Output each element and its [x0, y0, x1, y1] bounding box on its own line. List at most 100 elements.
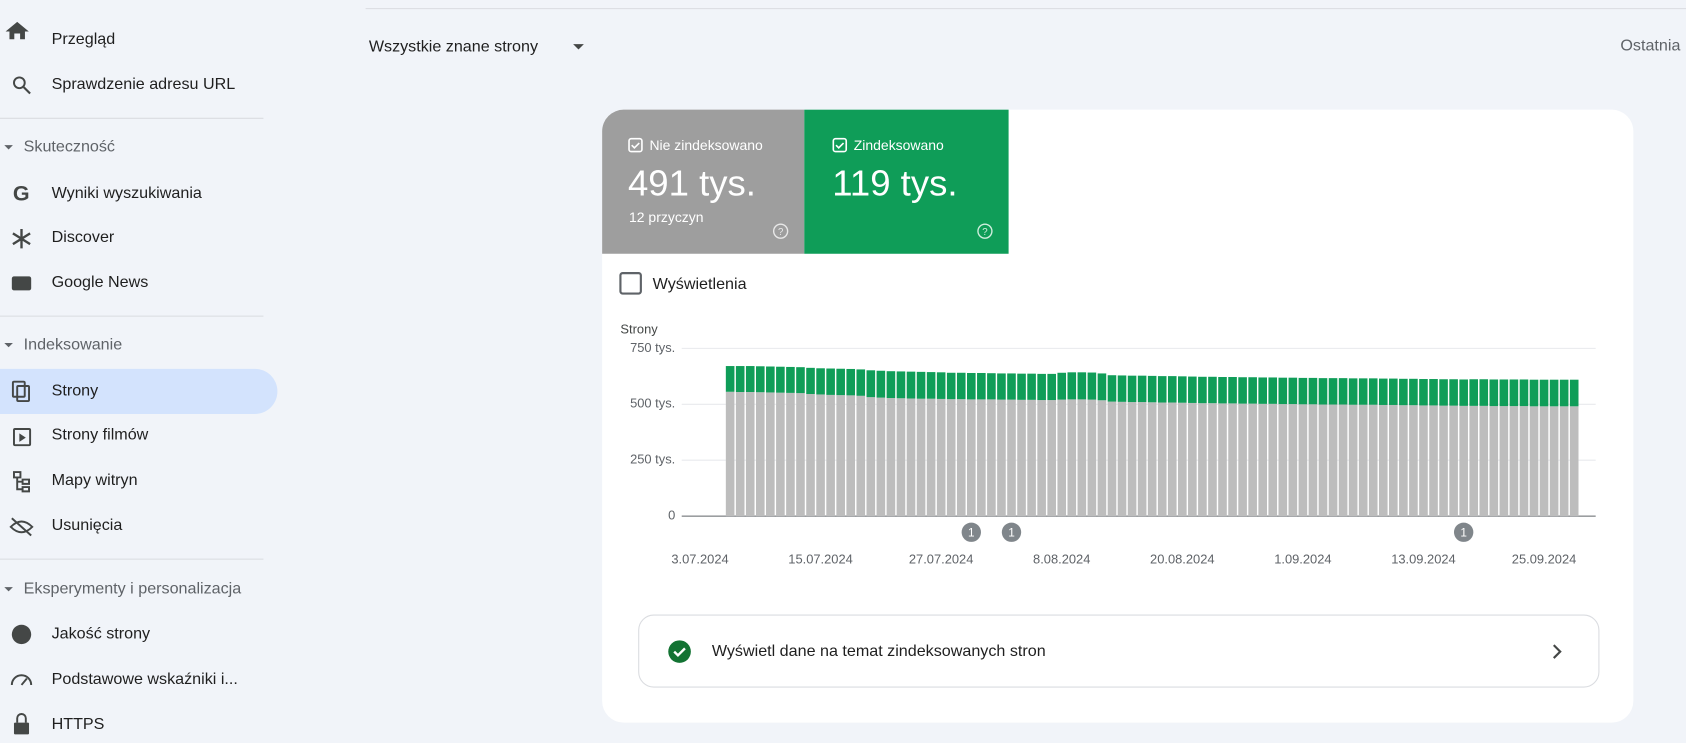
section-title[interactable]: Skuteczność [24, 138, 115, 156]
filter-dropdown[interactable]: Wszystkie znane strony [369, 38, 539, 56]
nav-item[interactable]: HTTPS [52, 715, 105, 733]
bar-segment [1469, 405, 1479, 517]
bar-segment [1037, 400, 1046, 517]
card-indexed[interactable] [804, 109, 1009, 254]
chevron[interactable] [1552, 644, 1562, 659]
impressions-label[interactable]: Wyświetlenia [653, 275, 747, 293]
card-sub: 12 przyczyn [629, 209, 704, 225]
bar-segment [926, 372, 936, 399]
check-icon [668, 640, 691, 663]
x-tick-label: 20.08.2024 [1150, 552, 1215, 567]
collapse-arrow[interactable] [4, 145, 13, 150]
y-tick-label: 500 tys. [630, 396, 675, 411]
bar-segment [866, 370, 876, 398]
y-tick-label: 750 tys. [630, 340, 675, 355]
icon-video [19, 433, 26, 442]
bar-segment [1278, 377, 1288, 405]
bar-segment [1489, 379, 1499, 407]
bar-segment [1218, 377, 1227, 404]
help-icon[interactable] [772, 223, 789, 239]
link-text[interactable]: Wyświetl dane na temat zindeksowanych st… [712, 642, 1046, 660]
bar-segment [1228, 403, 1237, 517]
card-checkbox [835, 142, 845, 149]
nav-item[interactable]: Podstawowe wskaźniki i... [52, 670, 238, 688]
bar-segment [946, 372, 956, 400]
bar-segment [1559, 379, 1569, 407]
bar-segment [1549, 406, 1559, 517]
nav-item[interactable]: Przegląd [52, 30, 116, 48]
bar-segment [1429, 405, 1438, 517]
bar-segment [816, 368, 825, 395]
bar-segment [1027, 399, 1036, 517]
annotation-marker[interactable] [1453, 522, 1474, 542]
bar-segment [1328, 404, 1338, 517]
bar-segment [1479, 405, 1489, 517]
annotation-label: 1 [1460, 525, 1467, 539]
annotation-marker[interactable] [961, 522, 981, 542]
x-tick-label: 25.09.2024 [1512, 552, 1577, 567]
bar-segment [1017, 373, 1026, 400]
card-not-indexed[interactable] [602, 109, 805, 254]
bar-segment [926, 398, 936, 517]
bar-segment [1147, 375, 1157, 403]
bar-segment [876, 397, 886, 517]
impressions-checkbox[interactable] [619, 272, 642, 295]
bar-segment [956, 372, 966, 400]
bar-segment [1499, 406, 1509, 517]
nav-item[interactable]: Discover [52, 228, 115, 246]
dropdown-arrow[interactable] [573, 44, 584, 50]
bar-segment [916, 371, 926, 399]
annotation-label: 1 [968, 525, 975, 539]
bar-segment [1057, 399, 1067, 517]
bar-segment [1097, 400, 1107, 517]
nav-item[interactable]: Wyniki wyszukiwania [52, 184, 202, 202]
nav-item[interactable]: Jakość strony [52, 625, 151, 643]
bar-segment [836, 368, 845, 396]
bar-segment [1248, 403, 1257, 517]
bar-segment [1328, 378, 1338, 405]
bar-segment [1167, 402, 1177, 517]
nav-item[interactable]: Strony filmów [52, 426, 149, 444]
bar-segment [1348, 378, 1358, 405]
collapse-arrow[interactable] [4, 587, 13, 592]
details-link[interactable] [638, 614, 1600, 688]
active-highlight [0, 368, 278, 414]
card-checkbox[interactable] [832, 137, 848, 153]
bar-segment [796, 393, 805, 517]
nav-item[interactable]: Sprawdzenie adresu URL [52, 75, 236, 93]
nav-item[interactable]: Google News [52, 273, 149, 291]
card-label: Nie zindeksowano [649, 137, 763, 153]
bar-segment [1389, 378, 1398, 405]
annotation-marker[interactable] [1001, 522, 1022, 542]
bar-segment [1268, 377, 1278, 404]
icon-removals [9, 517, 34, 537]
nav-item[interactable]: Strony [52, 382, 100, 400]
help-icon[interactable] [977, 223, 993, 239]
bar-segment [1358, 404, 1368, 517]
card-checkbox[interactable] [628, 137, 643, 153]
icon-quality [11, 624, 32, 645]
bar-segment [856, 369, 866, 396]
bar-segment [1298, 404, 1308, 517]
bar-segment [1198, 376, 1207, 404]
bar-segment [1137, 402, 1147, 517]
bar-segment [1087, 399, 1097, 517]
bar-segment [1007, 373, 1016, 400]
date-range[interactable]: Ostatnia [1620, 37, 1680, 55]
icon-lock [13, 722, 30, 735]
bar-segment [1459, 379, 1468, 406]
section-title[interactable]: Eksperymenty i personalizacja [24, 580, 242, 598]
bar-segment [1087, 372, 1097, 400]
bar-segment [846, 368, 856, 396]
bar-segment [997, 399, 1006, 517]
section-title[interactable]: Indeksowanie [24, 335, 123, 353]
x-tick-label: 3.07.2024 [671, 552, 728, 567]
bar-segment [956, 399, 966, 517]
bar-segment [916, 398, 926, 517]
bar-segment [1137, 375, 1147, 403]
collapse-arrow[interactable] [4, 343, 13, 348]
nav-item[interactable]: Usunięcia [52, 516, 123, 534]
nav-item[interactable]: Mapy witryn [52, 471, 138, 489]
bar-segment [1157, 402, 1167, 517]
bar-segment [936, 372, 946, 399]
